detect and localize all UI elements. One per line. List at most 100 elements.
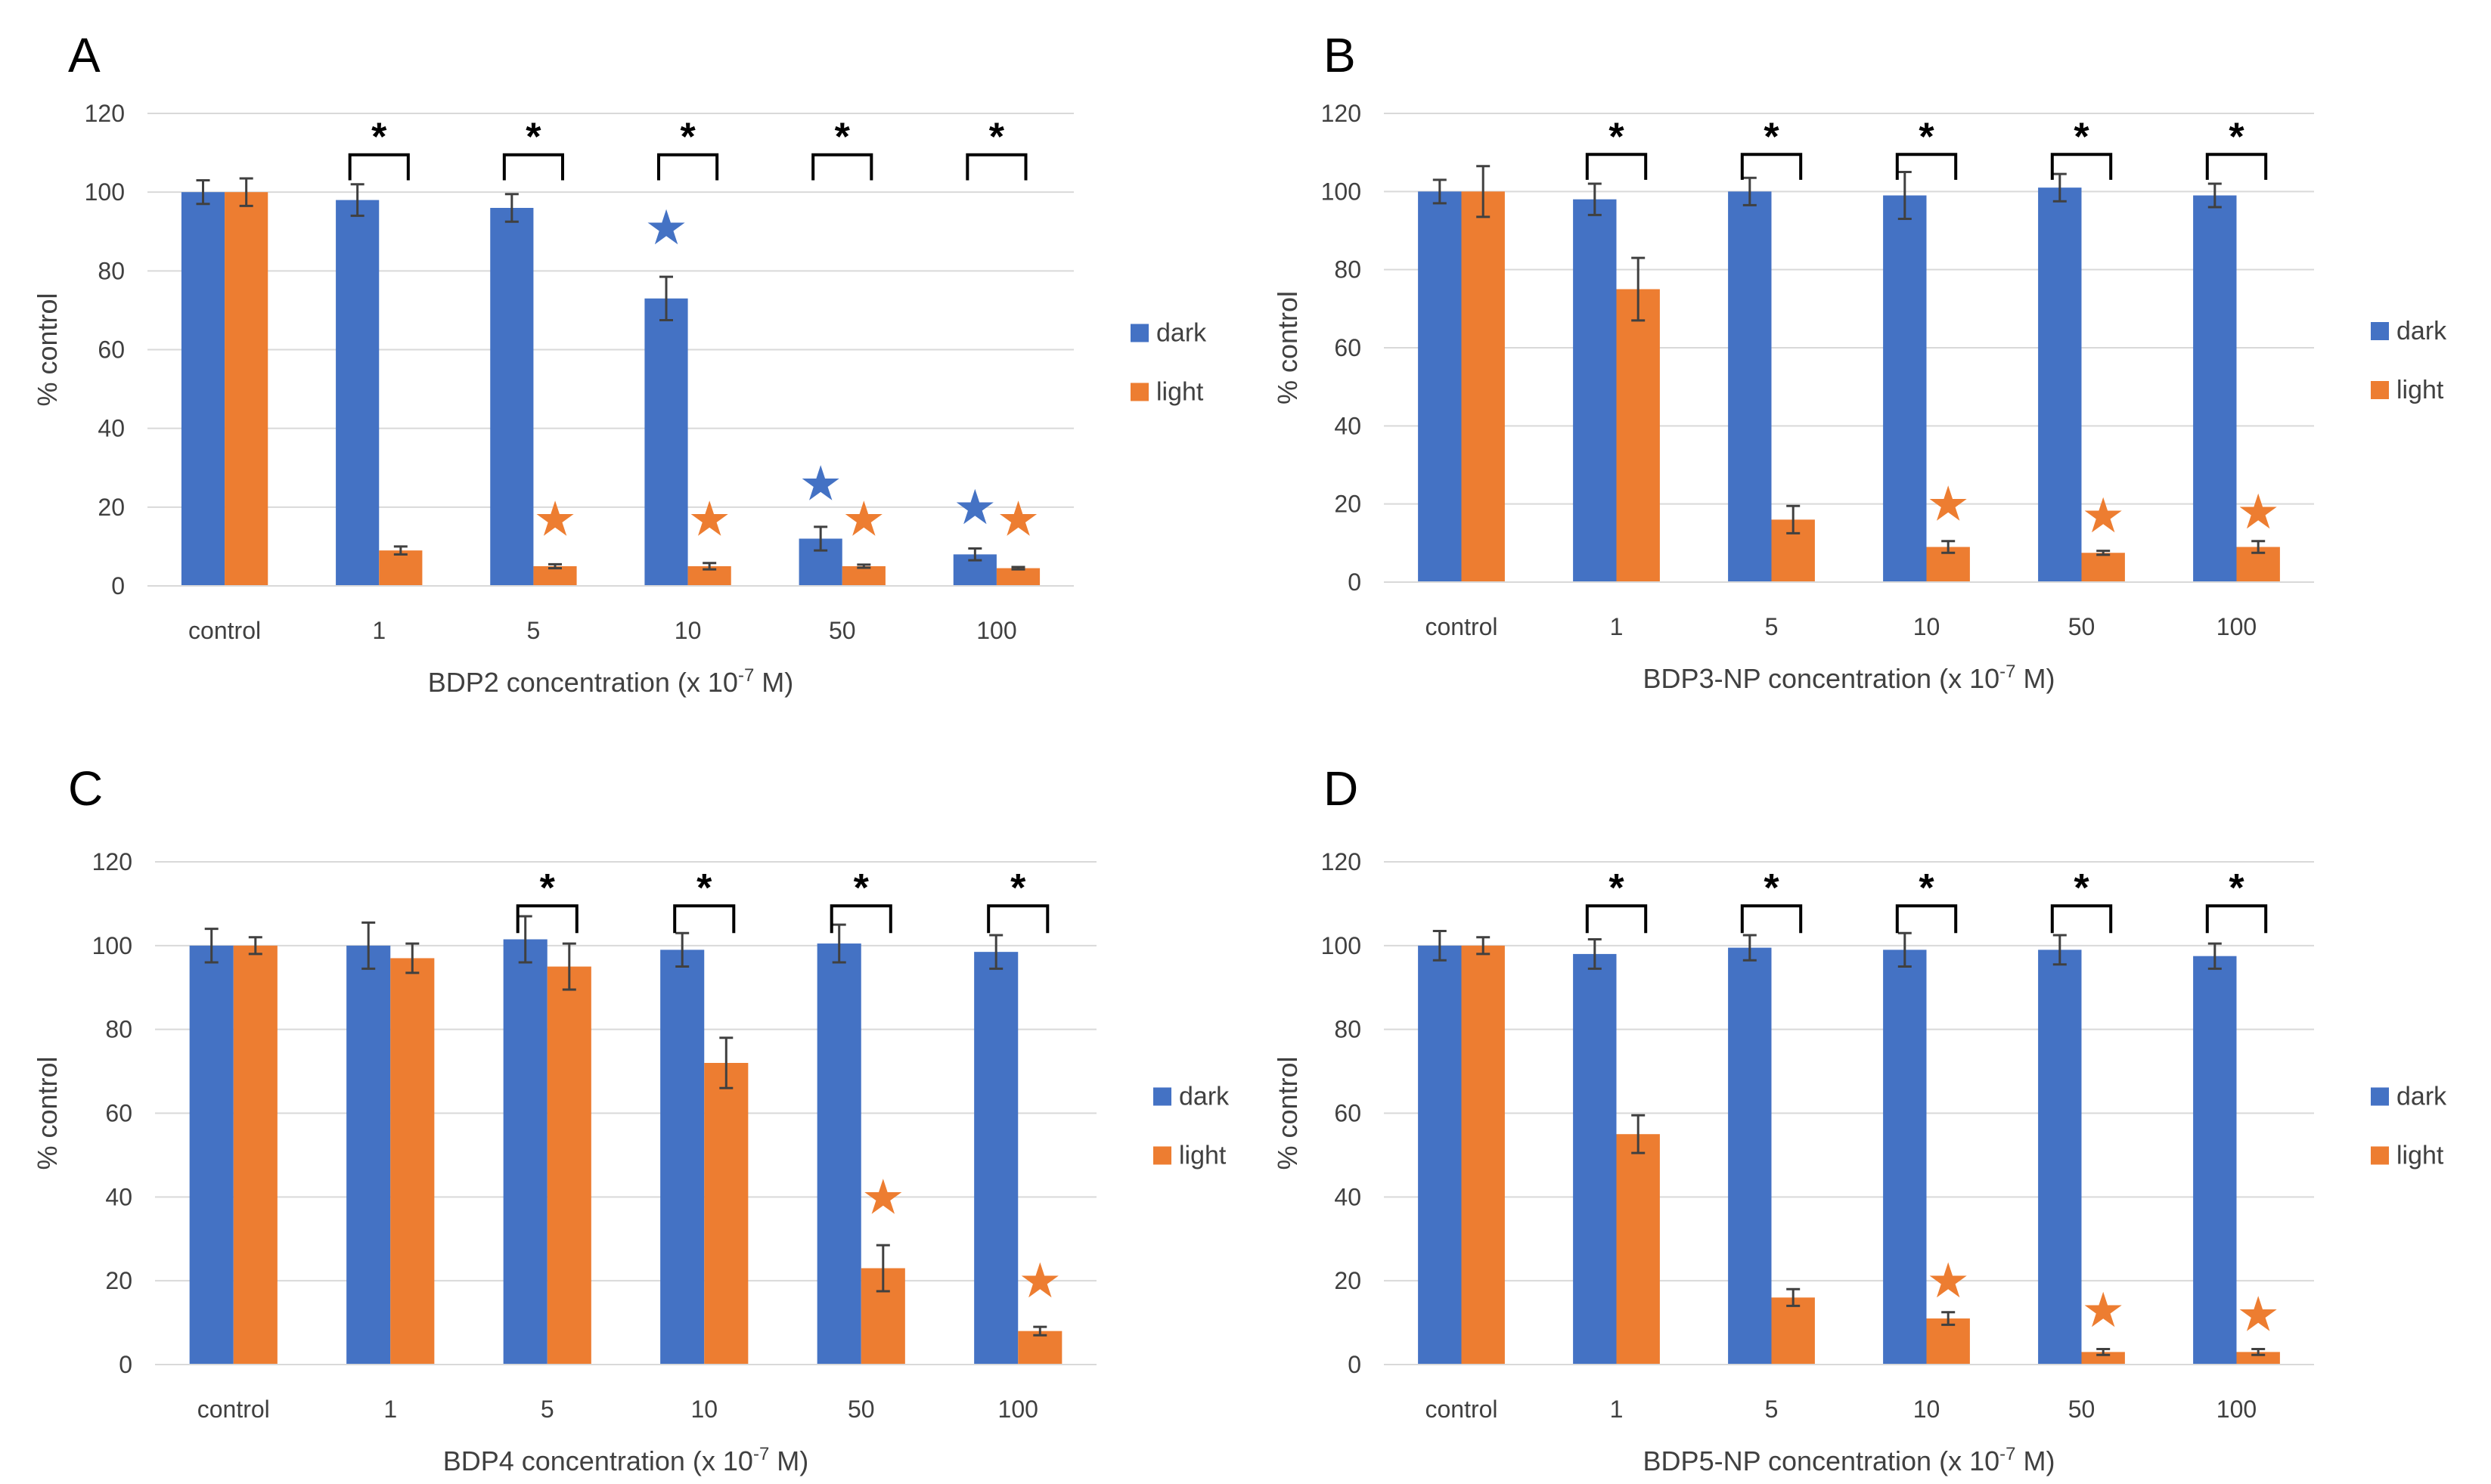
legend-swatch-light <box>2371 381 2389 399</box>
bar-dark-1 <box>1573 199 1617 582</box>
chart-panel-a: A 0 20 40 60 80 100 120 control 1 5 10 50 100 * * * * * ★ ★… <box>15 0 1225 726</box>
x-tick-label: 5 <box>541 1396 554 1423</box>
significance-bracket <box>830 904 892 934</box>
significance-bracket <box>2050 904 2113 934</box>
legend-swatch-dark <box>1131 324 1149 342</box>
bar-dark-10 <box>1883 950 1927 1365</box>
significance-asterisk: * <box>1608 115 1624 159</box>
significance-asterisk: * <box>1919 866 1934 910</box>
bar-dark-5 <box>503 939 548 1365</box>
legend-label-dark: dark <box>2396 317 2447 345</box>
x-tick-label: 10 <box>1913 613 1940 640</box>
bar-dark-1 <box>1573 953 1617 1365</box>
bar-light-10 <box>1926 1318 1970 1365</box>
y-tick-label: 100 <box>85 178 125 206</box>
legend-swatch-dark <box>1153 1087 1171 1106</box>
x-tick-label: 50 <box>2068 613 2095 640</box>
significance-bracket <box>1895 904 1958 934</box>
significance-bracket <box>1585 153 1648 180</box>
x-tick-label: control <box>1425 613 1497 640</box>
x-tick-label: 10 <box>690 1396 718 1423</box>
panel-letter-d: D <box>1323 761 1358 816</box>
significance-asterisk: * <box>526 116 541 160</box>
y-tick-label: 40 <box>98 415 125 442</box>
y-tick-label: 0 <box>1348 1351 1361 1378</box>
y-tick-label: 120 <box>1321 848 1361 875</box>
bar-dark-1 <box>336 200 380 586</box>
bar-light-100 <box>996 568 1041 586</box>
x-tick-label: 50 <box>848 1396 875 1423</box>
significance-bracket <box>1740 153 1803 180</box>
bar-dark-10 <box>644 298 688 586</box>
y-tick-label: 60 <box>1334 1100 1361 1127</box>
x-tick-label: 10 <box>675 617 702 644</box>
bar-dark-control <box>189 945 234 1365</box>
x-tick-label: 1 <box>1610 1396 1624 1423</box>
bar-light-100 <box>2236 1352 2280 1365</box>
star-icon: ★ <box>1019 1253 1062 1309</box>
star-icon: ★ <box>861 1170 904 1225</box>
bar-dark-100 <box>2193 956 2237 1365</box>
star-icon: ★ <box>799 457 842 513</box>
significance-bracket <box>2205 904 2268 934</box>
legend-label-light: light <box>2396 376 2444 404</box>
significance-asterisk: * <box>1919 115 1934 159</box>
bar-dark-10 <box>1883 195 1927 582</box>
x-tick-label: 100 <box>998 1396 1038 1423</box>
legend-label-light: light <box>1156 378 1204 407</box>
y-tick-label: 20 <box>98 494 125 521</box>
significance-asterisk: * <box>2074 115 2089 159</box>
bar-dark-5 <box>1728 191 1772 583</box>
bar-dark-100 <box>974 952 1019 1365</box>
x-tick-label: 50 <box>2068 1396 2095 1423</box>
x-axis-title: BDP5-NP concentration (x 10-7 M) <box>1643 1444 2055 1476</box>
x-tick-label: control <box>197 1396 270 1423</box>
star-icon: ★ <box>2237 485 2280 541</box>
significance-asterisk: * <box>989 116 1005 160</box>
x-tick-label: 100 <box>2216 1396 2257 1423</box>
x-tick-label: 100 <box>2216 613 2257 640</box>
significance-bracket <box>966 153 1028 181</box>
y-tick-label: 100 <box>92 932 132 959</box>
y-tick-label: 60 <box>98 336 125 364</box>
bar-dark-10 <box>660 950 705 1365</box>
y-tick-label: 120 <box>85 100 125 127</box>
significance-bracket <box>1740 904 1803 934</box>
star-icon: ★ <box>1927 1253 1970 1309</box>
bar-chart-c: C 0 20 40 60 80 100 120 control 1 5 10 50 100 * * * * ★ ★%… <box>32 761 1230 1476</box>
y-tick-label: 80 <box>1334 256 1361 283</box>
x-tick-label: 1 <box>383 1396 397 1423</box>
significance-bracket <box>1895 153 1958 180</box>
x-tick-label: 5 <box>527 617 541 644</box>
y-tick-label: 100 <box>1321 932 1361 959</box>
y-axis-title: % control <box>1272 291 1303 404</box>
bar-light-5 <box>547 966 591 1365</box>
y-tick-label: 80 <box>98 257 125 284</box>
legend-swatch-dark <box>2371 322 2389 340</box>
chart-panel-c: C 0 20 40 60 80 100 120 control 1 5 10 50 100 * * * * ★ ★%… <box>15 748 1230 1476</box>
significance-asterisk: * <box>2229 115 2244 159</box>
bar-dark-1 <box>346 945 391 1365</box>
panel-letter-b: B <box>1323 28 1356 82</box>
significance-asterisk: * <box>854 866 870 910</box>
legend-label-dark: dark <box>1179 1083 1230 1111</box>
legend-swatch-light <box>1153 1146 1171 1165</box>
y-tick-label: 40 <box>1334 1183 1361 1210</box>
x-axis-title: BDP2 concentration (x 10-7 M) <box>428 665 794 698</box>
legend-label-dark: dark <box>1156 319 1207 348</box>
bar-dark-50 <box>2038 950 2082 1365</box>
y-tick-label: 20 <box>1334 1267 1361 1294</box>
bar-light-control <box>225 192 268 586</box>
star-icon: ★ <box>1927 477 1970 533</box>
significance-bracket <box>987 904 1050 934</box>
bar-light-1 <box>390 958 435 1365</box>
significance-bracket <box>811 153 873 181</box>
bar-light-1 <box>379 550 423 586</box>
y-axis-title: % control <box>32 293 63 406</box>
significance-asterisk: * <box>835 116 851 160</box>
significance-asterisk: * <box>696 866 712 910</box>
x-tick-label: 50 <box>829 617 856 644</box>
x-tick-label: 1 <box>1610 613 1624 640</box>
star-icon: ★ <box>842 491 886 547</box>
